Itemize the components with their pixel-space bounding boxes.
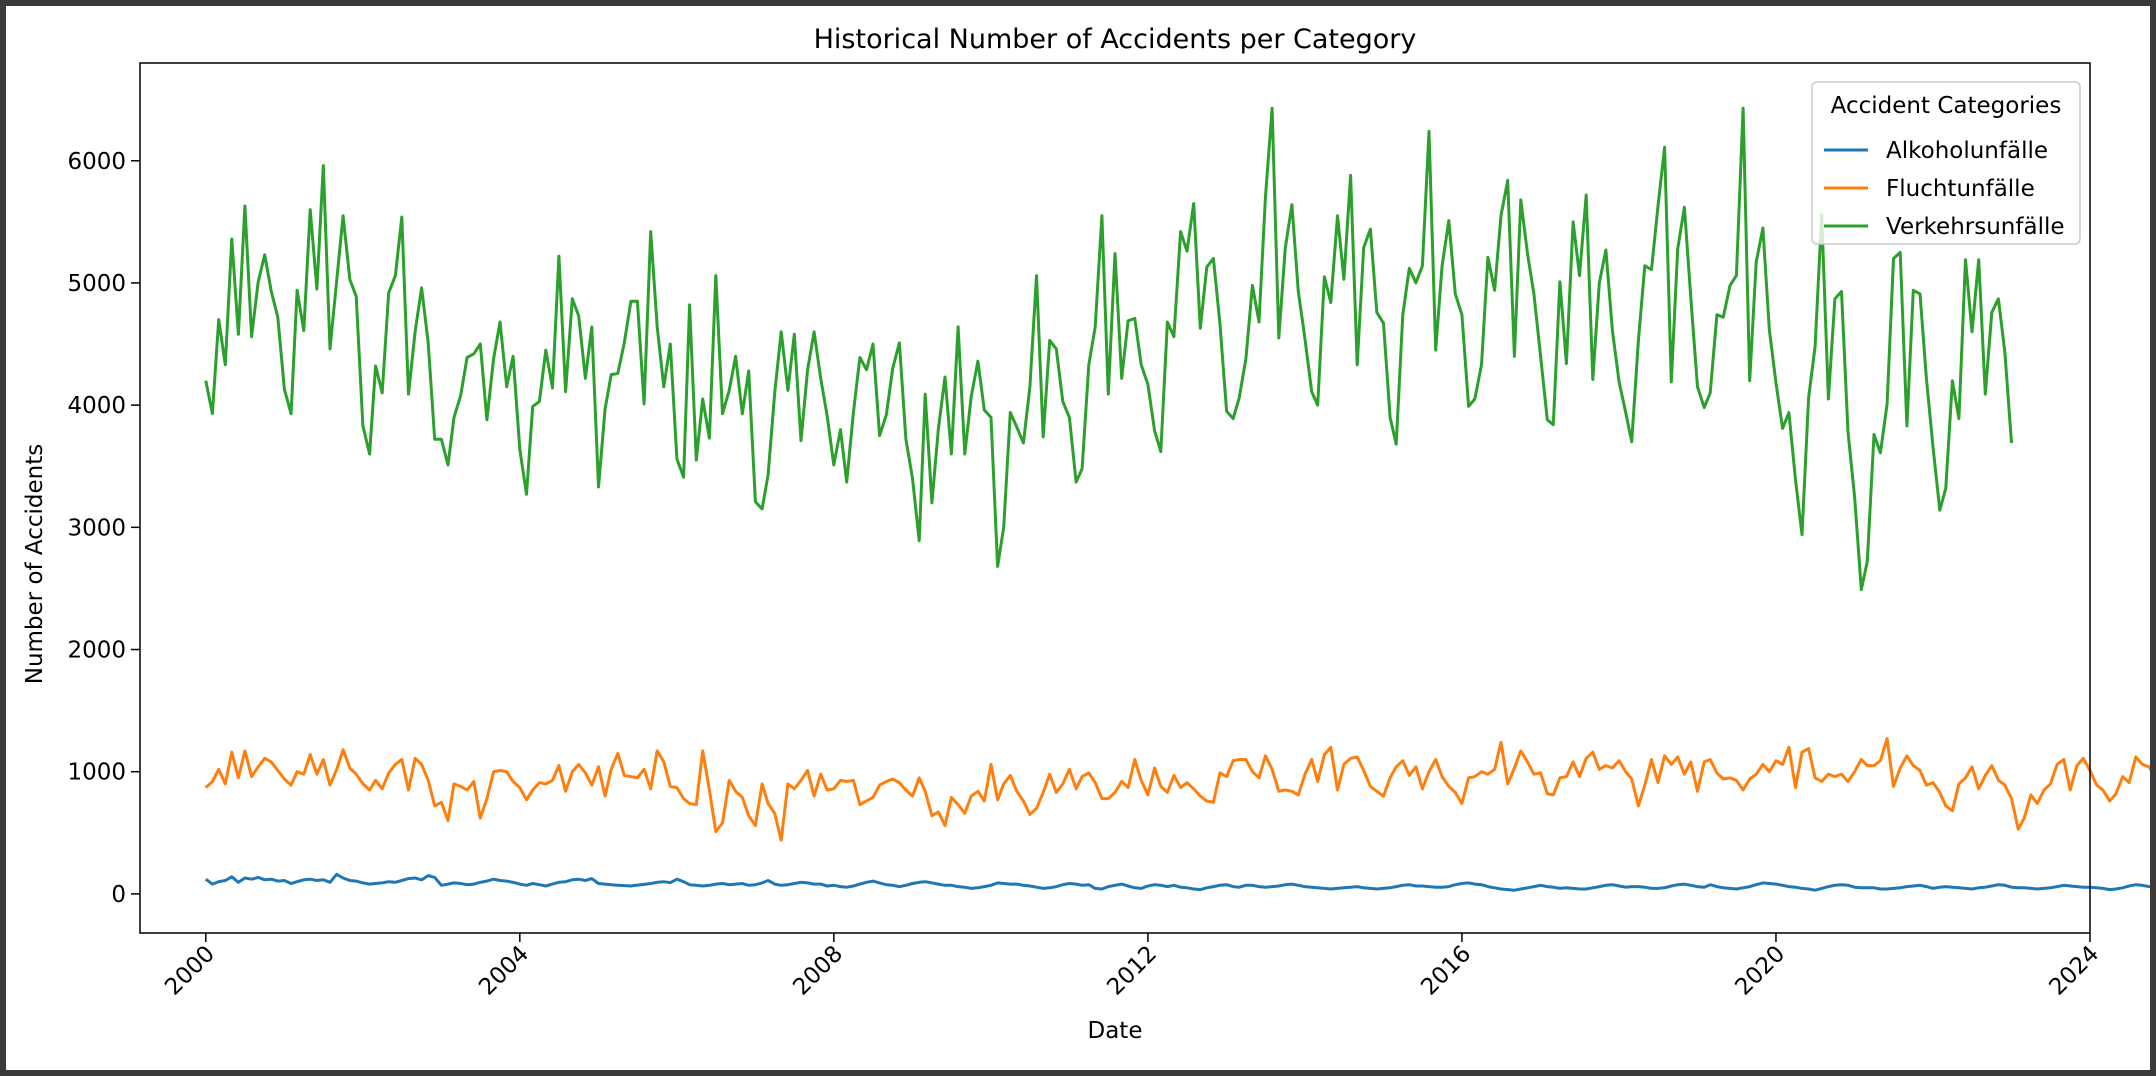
x-tick-label-0: 2000 [160, 941, 220, 1001]
x-tick-label-3: 2012 [1102, 941, 1162, 1001]
series-line-1 [204, 737, 2150, 842]
x-tick-label-5: 2020 [1730, 941, 1790, 1001]
y-tick-label-1: 1000 [67, 760, 126, 786]
chart-title: Historical Number of Accidents per Categ… [814, 24, 1417, 55]
y-axis-label: Number of Accidents [22, 444, 48, 685]
x-tick-label-6: 2024 [2044, 941, 2104, 1001]
series-line-2 [204, 106, 2013, 592]
chart-frame: Historical Number of Accidents per Categ… [6, 6, 2150, 1070]
legend-label-0: Alkoholunfälle [1886, 138, 2048, 164]
y-tick-label-3: 3000 [67, 515, 126, 541]
y-axis: 0 1000 2000 3000 4000 5000 6000 [67, 149, 140, 908]
line-chart: Historical Number of Accidents per Categ… [22, 24, 2150, 1044]
legend-title: Accident Categories [1831, 93, 2062, 119]
x-tick-label-2: 2008 [788, 941, 848, 1001]
series-line-0 [204, 872, 2150, 892]
x-tick-label-4: 2016 [1416, 941, 1476, 1001]
legend: Accident Categories Alkoholunfälle Fluchtu… [1811, 81, 2081, 245]
y-tick-label-4: 4000 [67, 393, 126, 419]
y-tick-label-0: 0 [111, 882, 126, 908]
x-axis: 2000 2004 2008 2012 2016 2020 2024 [160, 933, 2104, 1001]
x-axis-label: Date [1088, 1018, 1143, 1044]
y-tick-label-2: 2000 [67, 638, 126, 664]
legend-box [1811, 81, 2081, 245]
plot-frame [139, 62, 2091, 934]
plot-area [139, 62, 2150, 934]
legend-label-2: Verkehrsunfälle [1886, 214, 2065, 240]
y-tick-label-6: 6000 [67, 149, 126, 175]
legend-label-1: Fluchtunfälle [1886, 176, 2035, 202]
y-tick-label-5: 5000 [67, 271, 126, 297]
x-tick-label-1: 2004 [474, 941, 534, 1001]
